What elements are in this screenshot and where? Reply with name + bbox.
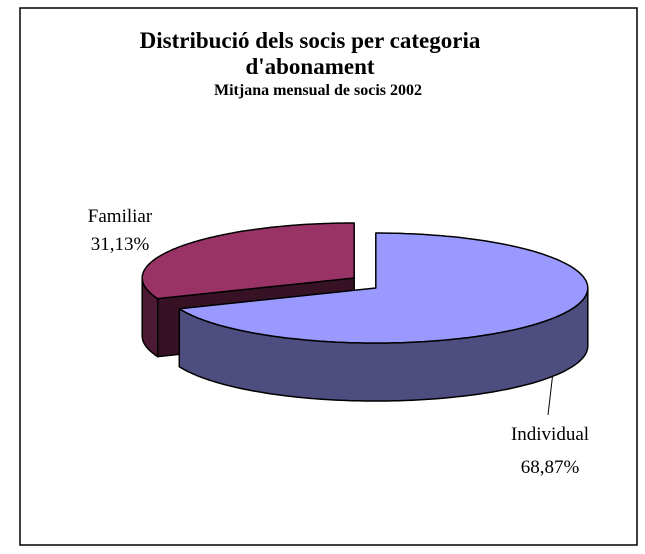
chart-title: Distribució dels socis per categoria d'a… bbox=[139, 28, 481, 79]
slice-value-label: 68,87% bbox=[521, 457, 580, 478]
leader-line bbox=[547, 371, 554, 416]
slice-value-label: 31,13% bbox=[91, 234, 150, 255]
slice-label: Individual bbox=[511, 424, 589, 445]
slice bbox=[178, 232, 589, 344]
slice bbox=[141, 222, 355, 300]
slice-label: Familiar bbox=[88, 206, 153, 227]
chart-subtitle: Mitjana mensual de socis 2002 bbox=[214, 82, 422, 99]
